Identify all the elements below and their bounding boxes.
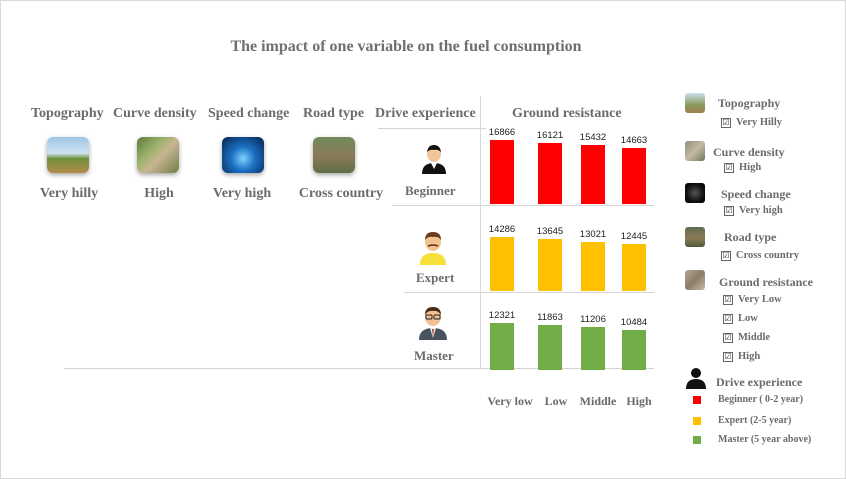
- topography-image: [47, 137, 89, 173]
- bar-label-master-0: 12321: [488, 310, 516, 321]
- header-drive-experience: Drive experience: [375, 106, 476, 121]
- bar-expert-2: [581, 242, 605, 291]
- legend-item-expert: Expert (2-5 year): [718, 415, 792, 426]
- legend-topography-label: Topography: [718, 96, 781, 110]
- bar-beginner-3: [622, 148, 646, 204]
- bar-master-2: [581, 327, 605, 370]
- person-icon: [685, 367, 707, 394]
- legend-ground-middle[interactable]: ☑ Middle: [723, 332, 771, 343]
- legend-topography-item[interactable]: ☑ Very Hilly: [721, 117, 782, 128]
- bar-label-expert-2: 13021: [579, 229, 607, 240]
- x-tick-very-low: Very low: [487, 394, 533, 408]
- master-avatar-icon: [416, 304, 450, 345]
- legend-topography-image: [685, 93, 705, 113]
- header-road-type: Road type: [303, 106, 365, 121]
- legend-speed-change-label: Speed change: [721, 187, 791, 201]
- expert-avatar-icon: [417, 229, 449, 270]
- legend-swatch-expert: [693, 417, 701, 425]
- beginner-avatar-icon: [419, 142, 449, 179]
- legend-ground-resistance-label: Ground resistance: [719, 275, 813, 289]
- checkbox-icon: ☑: [721, 250, 731, 261]
- legend-curve-density-item[interactable]: ☑ High: [724, 162, 762, 173]
- header-underline: [378, 128, 486, 129]
- bar-label-beginner-2: 15432: [579, 132, 607, 143]
- row-label-expert: Expert: [416, 270, 455, 285]
- chart-title: The impact of one variable on the fuel c…: [230, 38, 582, 55]
- checkbox-icon: ☑: [723, 313, 733, 324]
- value-road-type: Cross country: [298, 186, 384, 201]
- bar-label-expert-3: 12445: [620, 231, 648, 242]
- bar-master-0: [490, 323, 514, 370]
- chart-axis-line: [480, 96, 481, 368]
- row-label-beginner: Beginner: [405, 183, 456, 198]
- bar-master-3: [622, 330, 646, 370]
- bar-label-master-3: 10484: [620, 317, 648, 328]
- legend-ground-very-low[interactable]: ☑ Very Low: [723, 294, 782, 305]
- bar-beginner-0: [490, 140, 514, 204]
- legend-item-master: Master (5 year above): [718, 434, 812, 445]
- legend-item-beginner: Beginner ( 0-2 year): [718, 394, 804, 405]
- x-tick-low: Low: [544, 394, 568, 408]
- speed-change-image: [222, 137, 264, 173]
- checkbox-icon: ☑: [723, 351, 733, 362]
- bar-master-1: [538, 325, 562, 370]
- header-ground-resistance: Ground resistance: [512, 106, 622, 121]
- checkbox-icon: ☑: [724, 205, 734, 216]
- row-label-master: Master: [414, 348, 454, 363]
- legend-road-type-label: Road type: [724, 230, 777, 244]
- legend-drive-experience-label: Drive experience: [716, 375, 803, 389]
- bar-label-expert-1: 13645: [536, 226, 564, 237]
- bar-label-beginner-1: 16121: [536, 130, 564, 141]
- x-tick-high: High: [626, 394, 652, 408]
- bar-expert-3: [622, 244, 646, 291]
- value-curve-density: High: [144, 186, 174, 201]
- header-speed-change: Speed change: [208, 106, 290, 121]
- legend-swatch-master: [693, 436, 701, 444]
- checkbox-icon: ☑: [723, 332, 733, 343]
- bar-beginner-1: [538, 143, 562, 204]
- header-topography: Topography: [31, 106, 104, 121]
- bar-label-beginner-3: 14663: [620, 135, 648, 146]
- bar-label-master-2: 11206: [580, 314, 606, 325]
- checkbox-icon: ☑: [721, 117, 731, 128]
- curve-density-image: [137, 137, 179, 173]
- bar-expert-0: [490, 237, 514, 291]
- bar-label-master-1: 11863: [537, 312, 563, 323]
- value-topography: Very hilly: [39, 186, 99, 201]
- legend-ground-low[interactable]: ☑ Low: [723, 313, 758, 324]
- row-divider-1: [392, 205, 654, 206]
- checkbox-icon: ☑: [724, 162, 734, 173]
- value-speed-change: Very high: [212, 186, 272, 201]
- bar-expert-1: [538, 239, 562, 291]
- bar-label-expert-0: 14286: [488, 224, 516, 235]
- checkbox-icon: ☑: [723, 294, 733, 305]
- legend-speed-change-item[interactable]: ☑ Very high: [724, 205, 783, 216]
- legend-speed-change-image: [685, 183, 705, 203]
- header-curve-density: Curve density: [113, 106, 197, 121]
- legend-swatch-beginner: [693, 396, 701, 404]
- legend-curve-density-image: [685, 141, 705, 161]
- bar-beginner-2: [581, 145, 605, 204]
- road-type-image: [313, 137, 355, 173]
- legend-curve-density-label: Curve density: [713, 145, 785, 159]
- table-bottom-line: [64, 368, 654, 369]
- legend-ground-resistance-image: [685, 270, 705, 290]
- x-tick-middle: Middle: [579, 394, 617, 408]
- legend-road-type-image: [685, 227, 705, 247]
- legend-road-type-item[interactable]: ☑ Cross country: [721, 250, 800, 261]
- bar-label-beginner-0: 16866: [488, 127, 516, 138]
- legend-ground-high[interactable]: ☑ High: [723, 351, 761, 362]
- row-divider-2: [404, 292, 654, 293]
